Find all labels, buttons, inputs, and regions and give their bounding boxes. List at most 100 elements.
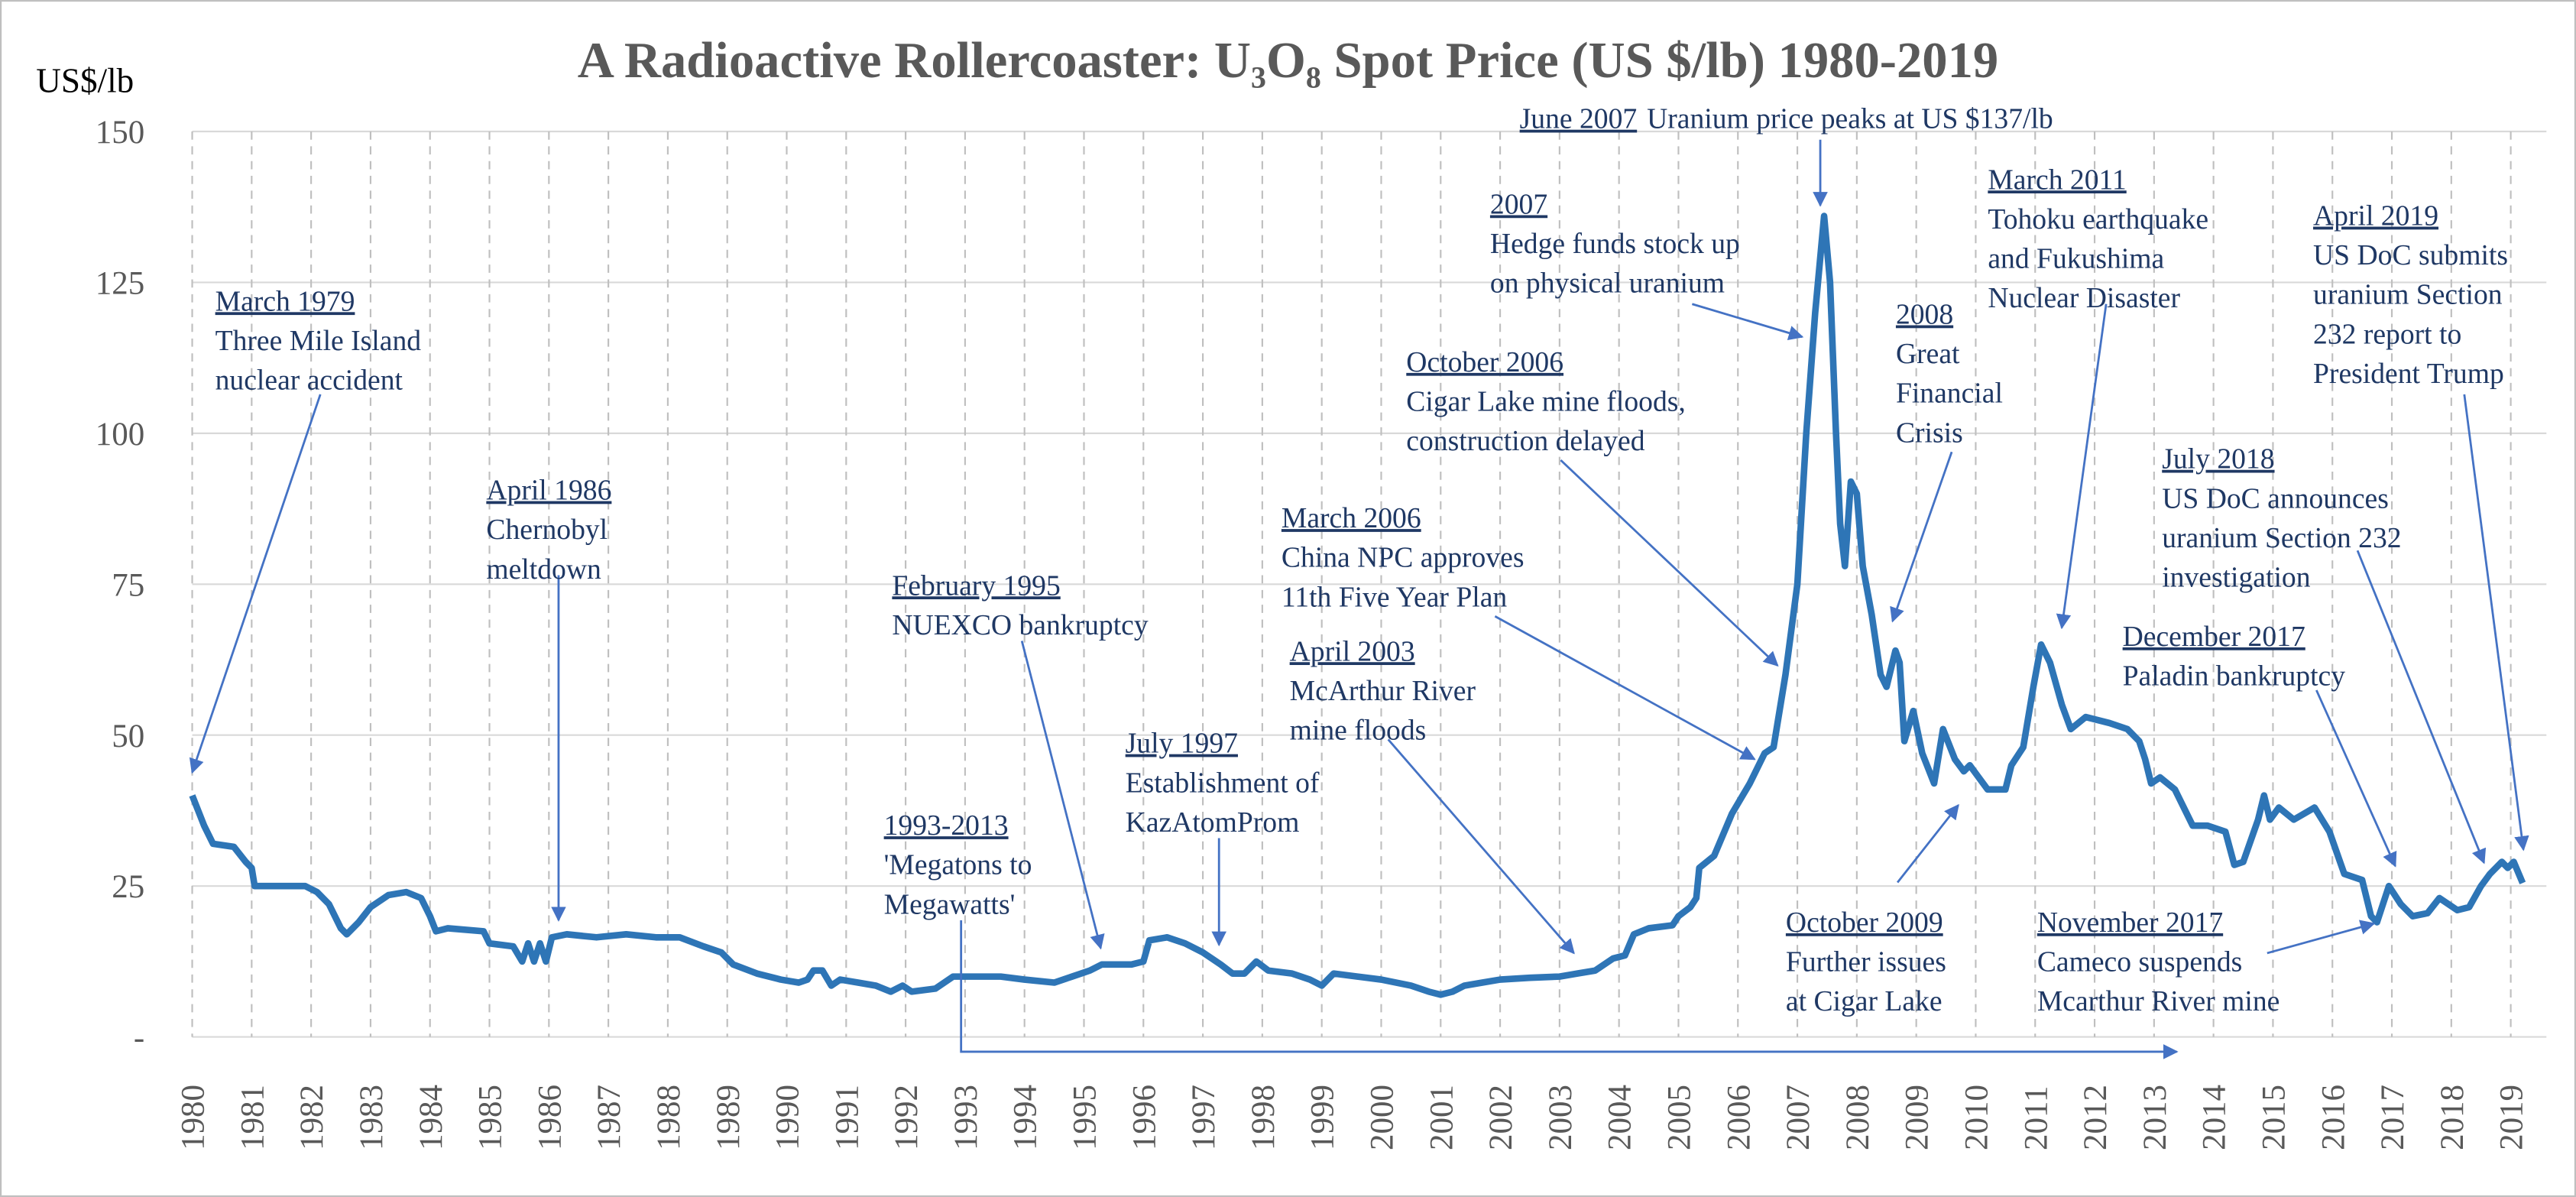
annotation-text: Further issues xyxy=(1786,946,1946,978)
annotation-text: Crisis xyxy=(1896,417,1963,449)
annotation-text: Tohoku earthquake xyxy=(1988,203,2208,235)
y-axis-label: US$/lb xyxy=(36,61,134,99)
x-tick-label: 2005 xyxy=(1662,1085,1698,1150)
annotation-text: construction delayed xyxy=(1406,425,1644,457)
x-tick-label: 1998 xyxy=(1246,1085,1282,1150)
annotation-arrow xyxy=(2267,920,2376,955)
annotation-text: Nuclear Disaster xyxy=(1988,282,2180,314)
annotation-text: 232 report to xyxy=(2313,318,2461,350)
y-tick-label: 25 xyxy=(112,869,144,905)
annotation-arrow xyxy=(1494,615,1756,761)
annotation-text: President Trump xyxy=(2313,358,2504,390)
annotation-date: 2007 xyxy=(1490,188,1547,220)
annotation-date: July 2018 xyxy=(2162,443,2274,475)
x-tick-label: 1987 xyxy=(591,1085,627,1150)
annotation-text: meltdown xyxy=(486,553,601,586)
annotation-date: December 2017 xyxy=(2123,621,2305,653)
annotation-date: March 1979 xyxy=(215,285,355,317)
x-tick-label: 1991 xyxy=(829,1085,865,1150)
annotation-text: investigation xyxy=(2162,562,2310,594)
chart-title: A Radioactive Rollercoaster: U₃O₈ Spot P… xyxy=(578,33,1999,89)
x-tick-label: 2009 xyxy=(1900,1085,1936,1150)
annotation-arrow xyxy=(1691,303,1804,341)
x-tick-label: 2011 xyxy=(2018,1086,2054,1150)
x-tick-label: 1996 xyxy=(1126,1085,1162,1150)
annotation-text: uranium Section 232 xyxy=(2162,522,2401,554)
x-tick-label: 2002 xyxy=(1483,1085,1519,1150)
y-tick-label: 75 xyxy=(112,567,144,603)
annotation-text: 'Megatons to xyxy=(884,849,1032,881)
annotation-text: Megawatts' xyxy=(884,888,1016,920)
x-tick-label: 1985 xyxy=(473,1085,509,1150)
y-tick-label: 50 xyxy=(112,719,144,754)
x-tick-label: 1983 xyxy=(354,1085,390,1150)
annotation-date: 2008 xyxy=(1896,299,1953,331)
annotation-text: Financial xyxy=(1896,378,2003,410)
x-tick-label: 1995 xyxy=(1068,1085,1103,1150)
x-tick-label: 1981 xyxy=(235,1085,271,1150)
price-line xyxy=(189,212,2526,998)
annotation-date: June 2007 xyxy=(1520,103,1638,135)
x-tick-label: 2017 xyxy=(2375,1085,2411,1150)
x-tick-label: 1993 xyxy=(948,1085,984,1150)
annotation-arrow xyxy=(1387,738,1575,955)
annotation-text: at Cigar Lake xyxy=(1786,985,1943,1017)
annotation-text: on physical uranium xyxy=(1490,268,1725,300)
annotation-text: Chernobyl xyxy=(486,514,608,546)
annotation-date: November 2017 xyxy=(2037,907,2223,939)
annotation-date: March 2011 xyxy=(1988,164,2126,196)
x-tick-label: 1999 xyxy=(1305,1085,1341,1150)
x-tick-label: 1988 xyxy=(651,1085,687,1150)
annotation-text: mine floods xyxy=(1290,714,1427,746)
annotation-text: Establishment of xyxy=(1126,767,1320,799)
annotation-text: Uranium price peaks at US $137/lb xyxy=(1647,103,2053,135)
annotation-text: Cigar Lake mine floods, xyxy=(1406,385,1686,417)
x-tick-label: 2008 xyxy=(1840,1085,1876,1150)
annotation-text: US DoC submits xyxy=(2313,239,2508,271)
x-tick-label: 1994 xyxy=(1008,1085,1044,1150)
annotation-date: April 1986 xyxy=(486,475,611,507)
annotation-date: October 2009 xyxy=(1786,907,1943,939)
x-tick-label: 2019 xyxy=(2494,1085,2530,1150)
y-tick-label: 100 xyxy=(96,417,144,453)
annotation-text: Three Mile Island xyxy=(215,325,422,357)
annotation-date: July 1997 xyxy=(1126,728,1238,760)
annotation-arrow xyxy=(189,394,322,774)
annotation-date: April 2019 xyxy=(2313,200,2438,232)
x-tick-label: 1997 xyxy=(1186,1085,1222,1150)
annotation-date: April 2003 xyxy=(1290,635,1415,667)
x-tick-label: 2003 xyxy=(1543,1085,1579,1150)
annotation-date: 1993-2013 xyxy=(884,809,1009,842)
annotation-text: Cameco suspends xyxy=(2037,946,2242,978)
annotation-text: uranium Section xyxy=(2313,279,2503,311)
annotation-text: KazAtomProm xyxy=(1126,806,1300,839)
x-tick-label: 2013 xyxy=(2137,1085,2173,1150)
x-tick-label: 2001 xyxy=(1424,1085,1460,1150)
annotation-text: and Fukushima xyxy=(1988,242,2164,274)
x-tick-label: 1982 xyxy=(294,1085,330,1150)
annotation-text: NUEXCO bankruptcy xyxy=(892,609,1148,641)
y-tick-label: 125 xyxy=(96,265,144,301)
annotation-arrow xyxy=(2463,394,2529,852)
x-tick-label: 1986 xyxy=(532,1085,568,1150)
annotation-text: 11th Five Year Plan xyxy=(1282,581,1508,613)
x-tick-label: 1989 xyxy=(711,1085,747,1150)
annotation-arrow xyxy=(1890,451,1953,623)
x-tick-label: 1980 xyxy=(176,1085,212,1150)
annotation-text: McArthur River xyxy=(1290,675,1476,707)
annotation-text: US DoC announces xyxy=(2162,482,2389,514)
x-tick-label: 2016 xyxy=(2315,1085,2351,1150)
annotation-arrow xyxy=(1020,641,1105,950)
annotation-arrow xyxy=(2356,550,2487,864)
annotation-text: Mcarthur River mine xyxy=(2037,985,2280,1017)
annotation-arrow xyxy=(960,920,2179,1059)
x-tick-label: 2007 xyxy=(1781,1085,1816,1150)
annotation-text: nuclear accident xyxy=(215,365,403,397)
x-tick-label: 1992 xyxy=(889,1085,925,1150)
annotation-text: China NPC approves xyxy=(1282,542,1525,574)
x-tick-label: 1990 xyxy=(770,1085,806,1150)
x-tick-label: 2015 xyxy=(2256,1085,2292,1150)
x-tick-label: 2018 xyxy=(2435,1085,2471,1150)
annotation-date: October 2006 xyxy=(1406,346,1563,378)
